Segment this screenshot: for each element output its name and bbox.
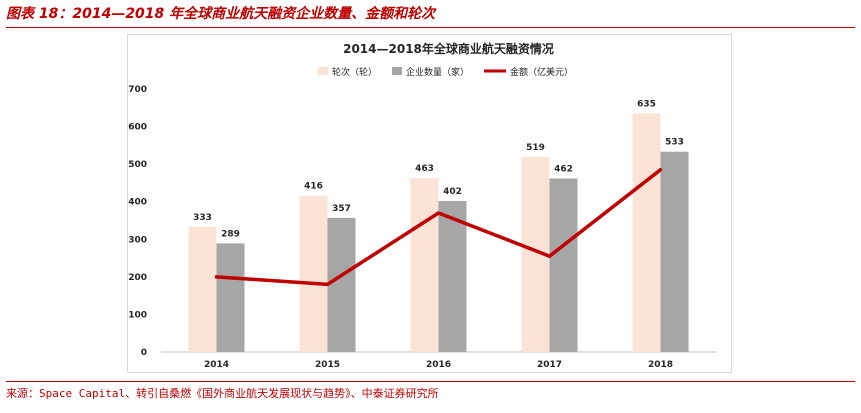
line-series-0	[214, 168, 663, 287]
legend-swatch-0	[318, 67, 328, 75]
x-tick-label-2018: 2018	[648, 360, 673, 370]
bar-label-1-2018: 533	[665, 138, 684, 148]
bar-1-2015	[327, 217, 356, 352]
bar-label-1-2015: 357	[332, 204, 351, 214]
chart-frame: 2014—2018年全球商业航天融资情况轮次（轮） 企业数量（家） 金额（亿美元） 0…	[127, 34, 732, 373]
y-tick-label-1: 100	[128, 310, 147, 320]
bar-0-2015	[299, 195, 328, 352]
bar-label-1-2017: 462	[554, 164, 573, 174]
bar-label-0-2014: 333	[193, 213, 212, 223]
y-tick-label-2: 200	[128, 273, 147, 283]
y-tick-label-6: 600	[128, 123, 147, 133]
bar-0-2014	[188, 226, 217, 352]
legend-swatch-1	[392, 67, 402, 75]
bar-label-0-2018: 635	[637, 99, 656, 109]
x-tick-label-2015: 2015	[315, 360, 340, 370]
chart-title: 2014—2018年全球商业航天融资情况	[343, 41, 554, 56]
source-note: 来源：Space Capital、转引自桑燃《国外商业航天发展现状与趋势》、中泰…	[6, 387, 439, 400]
bar-label-1-2016: 402	[443, 187, 462, 197]
bar-1-2014	[216, 243, 245, 352]
x-tick-label-2016: 2016	[426, 360, 451, 370]
caption-divider	[6, 27, 855, 28]
x-tick-label-2014: 2014	[204, 360, 229, 370]
legend-label-1: 企业数量（家）	[406, 66, 469, 78]
bar-label-0-2015: 416	[304, 182, 323, 192]
y-tick-label-5: 500	[128, 160, 147, 170]
source-divider	[6, 381, 855, 382]
figure-caption: 图表 18：2014—2018 年全球商业航天融资企业数量、金额和轮次	[6, 6, 436, 22]
bar-label-0-2017: 519	[526, 143, 545, 153]
y-tick-label-3: 300	[128, 235, 147, 245]
legend-label-0: 轮次（轮）	[332, 66, 377, 78]
bar-label-0-2016: 463	[415, 164, 434, 174]
x-tick-label-2017: 2017	[537, 360, 562, 370]
bar-1-2018	[660, 151, 689, 352]
y-tick-label-4: 400	[128, 198, 147, 208]
y-tick-label-0: 0	[141, 348, 147, 358]
bar-1-2016	[438, 200, 467, 352]
y-tick-label-7: 700	[128, 85, 147, 95]
bar-0-2018	[632, 113, 661, 353]
bar-label-1-2014: 289	[221, 229, 240, 239]
bar-0-2016	[410, 178, 439, 352]
legend-label-2: 金额（亿美元）	[510, 66, 573, 78]
bar-1-2017	[549, 178, 578, 352]
